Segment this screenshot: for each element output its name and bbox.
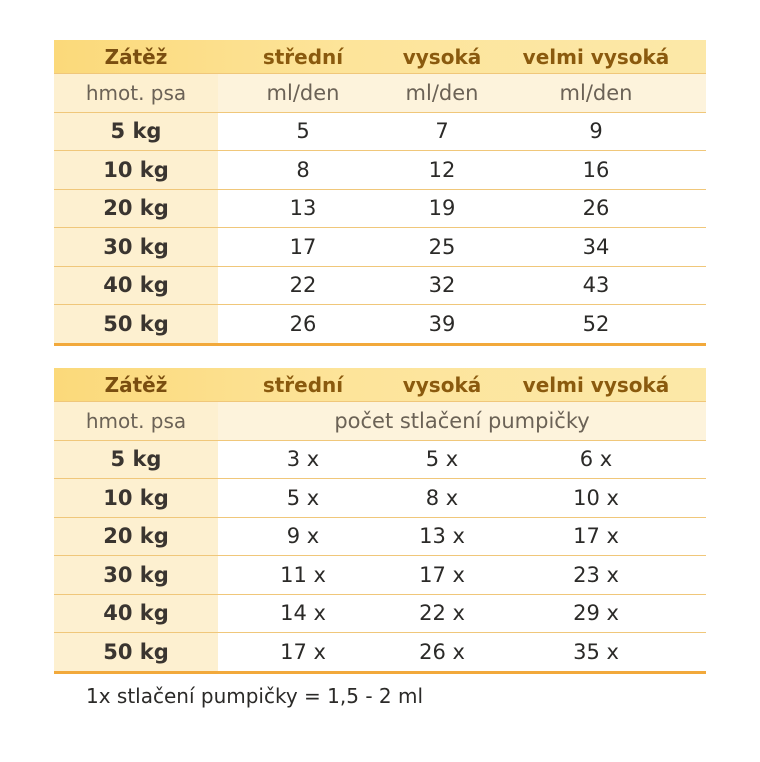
- header-cell-very-high: velmi vysoká: [522, 44, 670, 69]
- value-cell: 17 x: [573, 524, 619, 549]
- value-cell: 8 x: [425, 485, 459, 510]
- value-cell: 5 x: [425, 447, 459, 472]
- value-cell: 10 x: [573, 485, 619, 510]
- value-cell: 23 x: [573, 562, 619, 587]
- value-cell: 14 x: [280, 601, 326, 626]
- value-cell: 12: [428, 157, 456, 182]
- weight-cell: 30 kg: [54, 556, 218, 594]
- value-cell: 13 x: [419, 524, 465, 549]
- value-cell: 5 x: [286, 485, 320, 510]
- subheader-pump-count: počet stlačení pumpičky: [334, 408, 590, 433]
- table-row: 5 kg 5 7 9: [54, 111, 706, 150]
- pump-conversion-note: 1x stlačení pumpičky = 1,5 - 2 ml: [86, 684, 424, 708]
- value-cell: 11 x: [280, 562, 326, 587]
- header-cell-high: vysoká: [402, 372, 482, 397]
- table-bottom-rule: [54, 342, 706, 346]
- table-row: 20 kg 9 x 13 x 17 x: [54, 516, 706, 555]
- value-cell: 22 x: [419, 601, 465, 626]
- value-cell: 7: [435, 119, 449, 144]
- value-cell: 43: [582, 273, 610, 298]
- value-cell: 17 x: [419, 562, 465, 587]
- table-row: 5 kg 3 x 5 x 6 x: [54, 439, 706, 478]
- table-row: 40 kg 14 x 22 x 29 x: [54, 593, 706, 632]
- value-cell: 5: [296, 119, 310, 144]
- value-cell: 29 x: [573, 601, 619, 626]
- value-cell: 35 x: [573, 639, 619, 664]
- table-header-row: Zátěž střední vysoká velmi vysoká: [54, 368, 706, 401]
- value-cell: 39: [428, 311, 456, 336]
- table-row: 30 kg 11 x 17 x 23 x: [54, 555, 706, 594]
- subheader-weight: hmot. psa: [54, 74, 218, 112]
- weight-cell: 30 kg: [54, 228, 218, 266]
- weight-cell: 40 kg: [54, 266, 218, 304]
- weight-cell: 5 kg: [54, 112, 218, 150]
- table-subheader-row: hmot. psa počet stlačení pumpičky: [54, 401, 706, 440]
- value-cell: 16: [582, 157, 610, 182]
- header-cell-very-high: velmi vysoká: [522, 372, 670, 397]
- value-cell: 26 x: [419, 639, 465, 664]
- table-row: 10 kg 5 x 8 x 10 x: [54, 478, 706, 517]
- value-cell: 26: [582, 196, 610, 221]
- weight-cell: 10 kg: [54, 151, 218, 189]
- table-bottom-rule: [54, 670, 706, 674]
- table-row: 30 kg 17 25 34: [54, 227, 706, 266]
- value-cell: 13: [289, 196, 317, 221]
- dosage-table-pumps: Zátěž střední vysoká velmi vysoká hmot. …: [54, 368, 706, 674]
- value-cell: 34: [582, 234, 610, 259]
- value-cell: 9: [589, 119, 603, 144]
- subheader-weight: hmot. psa: [54, 402, 218, 440]
- value-cell: 26: [289, 311, 317, 336]
- weight-cell: 40 kg: [54, 594, 218, 632]
- header-cell-high: vysoká: [402, 44, 482, 69]
- weight-cell: 5 kg: [54, 440, 218, 478]
- value-cell: 17 x: [280, 639, 326, 664]
- subheader-unit: ml/den: [405, 80, 479, 105]
- table-row: 50 kg 17 x 26 x 35 x: [54, 632, 706, 671]
- header-cell-load: Zátěž: [104, 44, 168, 69]
- value-cell: 25: [428, 234, 456, 259]
- table-row: 20 kg 13 19 26: [54, 188, 706, 227]
- subheader-unit: ml/den: [266, 80, 340, 105]
- table-row: 40 kg 22 32 43: [54, 265, 706, 304]
- value-cell: 8: [296, 157, 310, 182]
- subheader-unit: ml/den: [559, 80, 633, 105]
- value-cell: 52: [582, 311, 610, 336]
- weight-cell: 10 kg: [54, 479, 218, 517]
- value-cell: 19: [428, 196, 456, 221]
- header-cell-load: Zátěž: [104, 372, 168, 397]
- header-cell-medium: střední: [262, 44, 344, 69]
- weight-cell: 50 kg: [54, 633, 218, 671]
- value-cell: 32: [428, 273, 456, 298]
- table-header-row: Zátěž střední vysoká velmi vysoká: [54, 40, 706, 73]
- weight-cell: 20 kg: [54, 189, 218, 227]
- weight-cell: 50 kg: [54, 305, 218, 343]
- value-cell: 9 x: [286, 524, 320, 549]
- table-row: 10 kg 8 12 16: [54, 150, 706, 189]
- value-cell: 22: [289, 273, 317, 298]
- header-cell-medium: střední: [262, 372, 344, 397]
- weight-cell: 20 kg: [54, 517, 218, 555]
- value-cell: 3 x: [286, 447, 320, 472]
- value-cell: 6 x: [579, 447, 613, 472]
- value-cell: 17: [289, 234, 317, 259]
- table-row: 50 kg 26 39 52: [54, 304, 706, 343]
- table-subheader-row: hmot. psa ml/den ml/den ml/den: [54, 73, 706, 112]
- dosage-table-ml: Zátěž střední vysoká velmi vysoká hmot. …: [54, 40, 706, 346]
